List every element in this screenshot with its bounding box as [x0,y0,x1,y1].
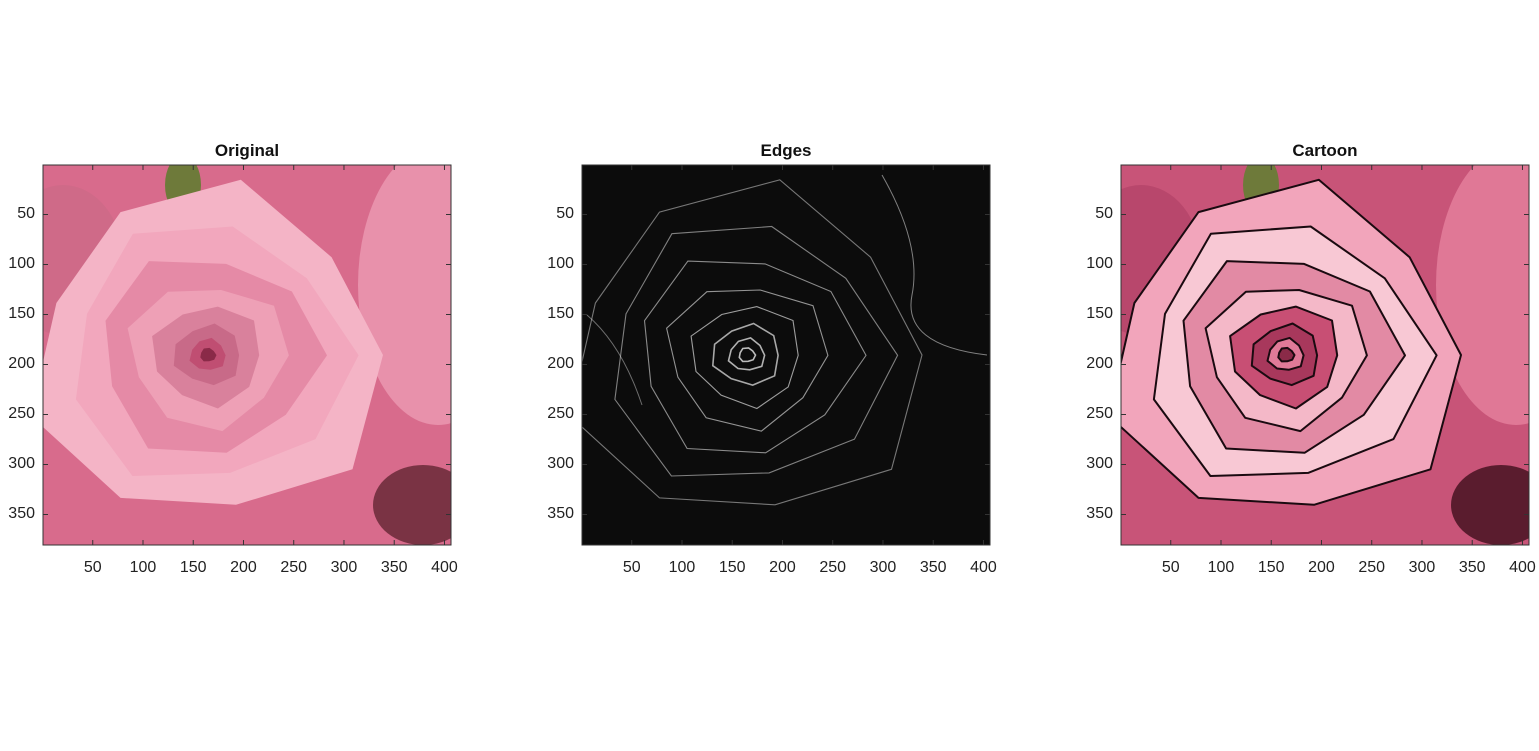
axes-frame [42,164,452,546]
y-tick-label: 200 [1086,354,1113,372]
y-tick-label: 150 [8,304,35,322]
y-tick-label: 200 [8,354,35,372]
image [43,165,451,545]
edge-contour [727,337,766,371]
x-tick-label: 150 [1257,559,1285,576]
subplot-title: Original [214,141,280,160]
y-tick-label: 50 [556,204,574,222]
x-tick-label: 50 [83,559,102,576]
x-tick-label: 300 [869,559,897,576]
axes-frame [581,164,991,546]
x-tick-label: 200 [1308,559,1335,576]
y-tick-label: 350 [547,504,574,522]
x-tick-label: 100 [1207,559,1235,576]
y-tick-label: 300 [547,454,574,472]
image-background [582,165,990,545]
edge-contour [582,179,923,506]
y-tick-label: 300 [1086,454,1113,472]
edge-contour [665,289,829,432]
subplot-edges: Edges 50 100 150 200 250 300 350 400 50 100 150 200 2… [539,0,1009,751]
x-tick-label: 150 [718,559,746,576]
dark-gap [373,465,451,545]
x-tick-label: 350 [380,559,408,576]
x-tick-label: 50 [1161,559,1180,576]
subplot-cartoon: Cartoon 50 100 150 200 250 300 350 400 50 100 150 20… [1078,0,1539,751]
dark-gap [1451,465,1529,545]
x-tick-label: 150 [179,559,207,576]
axes [1120,164,1530,546]
edge-contour [614,225,899,477]
x-tick-label: 250 [1358,559,1386,576]
axes-frame [1120,164,1530,546]
x-tick-label: 100 [129,559,157,576]
y-tick-label: 200 [547,354,574,372]
edge-contour [711,322,779,386]
edge-contour [586,314,643,406]
petal [1277,346,1296,363]
y-tick-label: 350 [1086,504,1113,522]
x-tick-label: 300 [330,559,358,576]
y-tick-label: 250 [547,404,574,422]
edge-contour [690,306,799,410]
x-tick-label: 50 [622,559,641,576]
y-tick-label: 250 [8,404,35,422]
x-tick-label: 250 [819,559,847,576]
y-tick-label: 100 [1086,254,1113,272]
x-tick-label: 400 [970,559,997,576]
axes [42,164,452,546]
subplot-original: Original 50 100 150 200 250 300 350 400 50 100 150 2… [0,0,470,751]
axes [581,164,991,546]
x-tick-label: 200 [230,559,257,576]
x-tick-label: 350 [1458,559,1486,576]
y-tick-label: 250 [1086,404,1113,422]
x-tick-label: 400 [431,559,458,576]
image [1121,165,1529,545]
y-tick-label: 150 [1086,304,1113,322]
subplot-title: Edges [760,141,812,160]
x-tick-label: 250 [280,559,308,576]
edge-contour [643,260,867,454]
x-tick-label: 350 [919,559,947,576]
petal [200,347,217,362]
edge-contour [738,347,757,363]
image [582,165,990,545]
subplot-title: Cartoon [1292,141,1358,160]
edge-contour [881,174,988,356]
y-tick-label: 50 [17,204,35,222]
y-tick-label: 350 [8,504,35,522]
y-tick-label: 50 [1095,204,1113,222]
x-tick-label: 200 [769,559,796,576]
y-tick-label: 100 [8,254,35,272]
y-tick-label: 300 [8,454,35,472]
y-tick-label: 150 [547,304,574,322]
x-tick-label: 400 [1509,559,1536,576]
x-tick-label: 300 [1408,559,1436,576]
x-tick-label: 100 [668,559,696,576]
y-tick-label: 100 [547,254,574,272]
